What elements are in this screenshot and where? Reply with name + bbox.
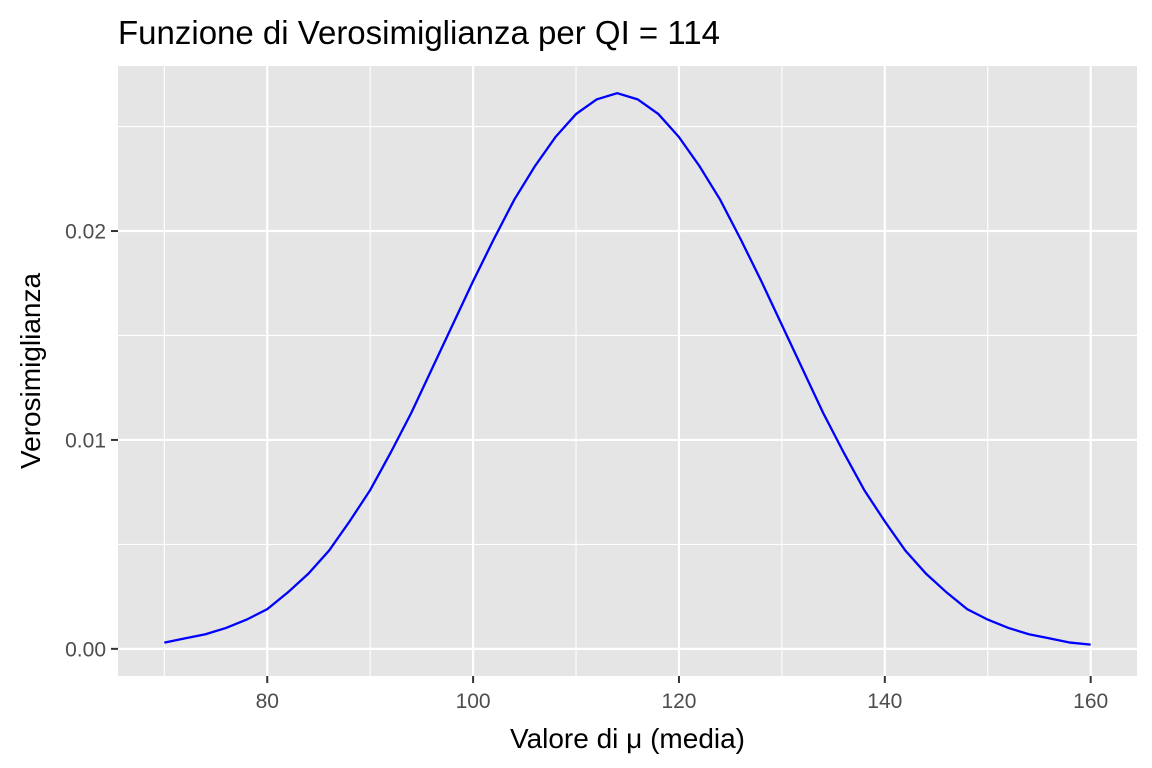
minor-gridlines [118,66,1137,676]
chart-title: Funzione di Verosimiglianza per QI = 114 [118,14,720,51]
x-axis-title: Valore di μ (media) [510,723,745,754]
major-gridlines [118,66,1137,676]
x-tick-label: 80 [256,690,279,713]
x-tick-label: 140 [867,690,902,713]
x-axis-ticks: 80 100 120 140 160 [256,676,1108,713]
y-tick-label: 0.00 [65,638,106,661]
y-axis-ticks: 0.00 0.01 0.02 [65,221,118,661]
x-tick-label: 160 [1073,690,1108,713]
x-tick-label: 120 [661,690,696,713]
y-axis-title: Verosimiglianza [15,273,46,470]
x-tick-label: 100 [456,690,491,713]
likelihood-curve [164,91,1091,646]
plot-panel [118,66,1137,676]
y-tick-label: 0.01 [65,429,106,452]
y-tick-label: 0.02 [65,221,106,244]
